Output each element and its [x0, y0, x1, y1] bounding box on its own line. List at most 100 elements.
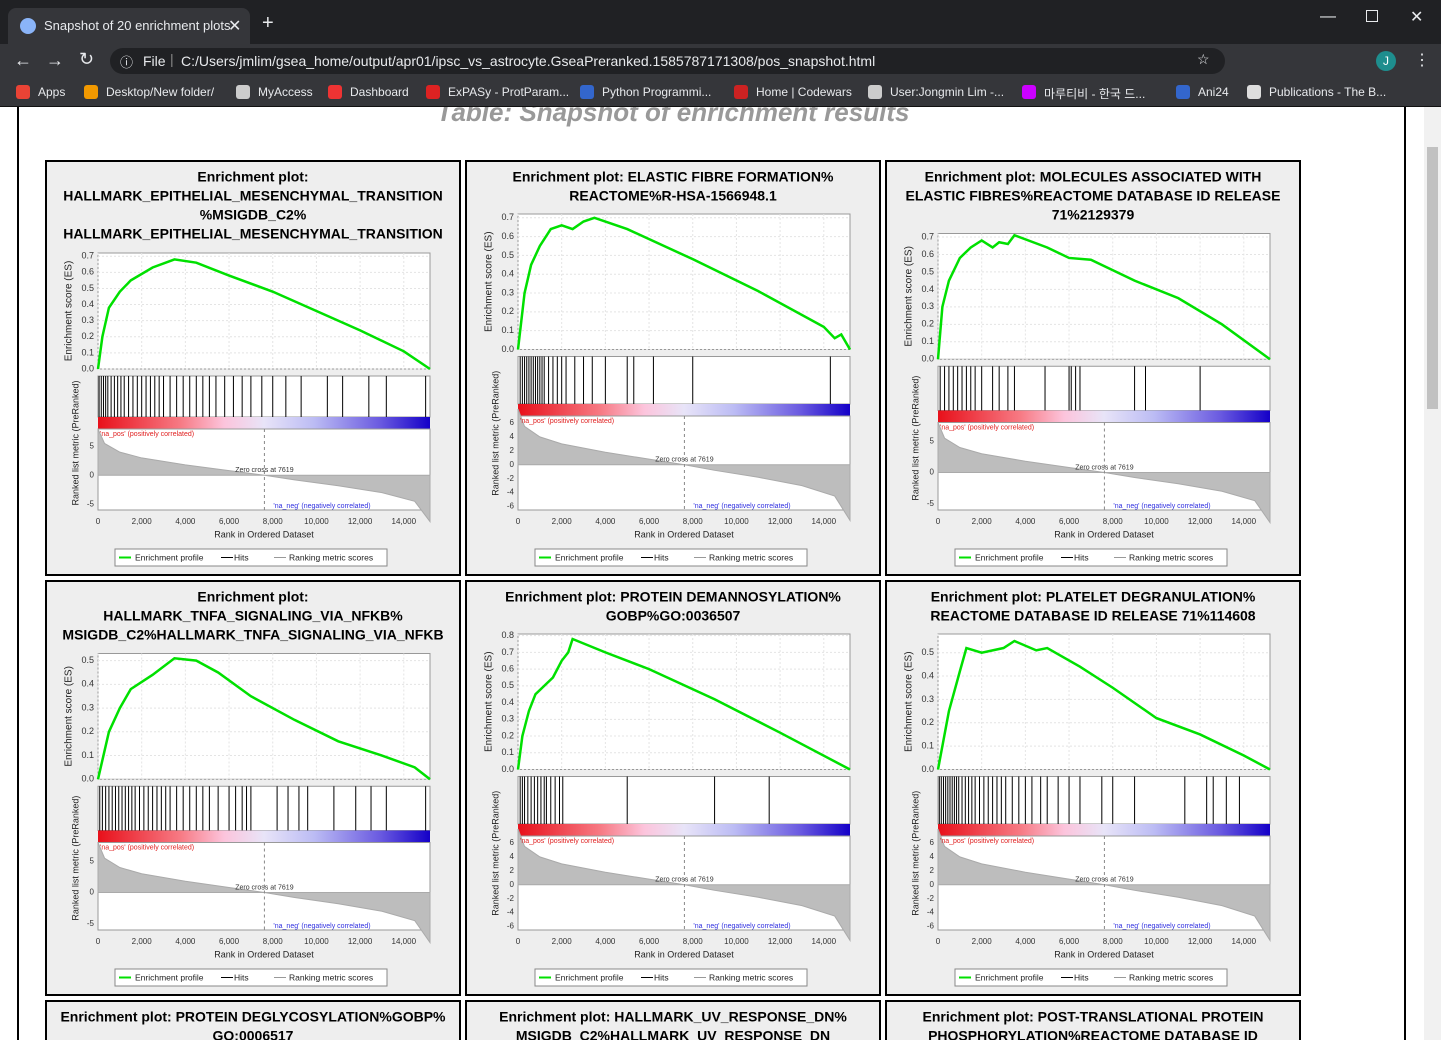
y-tick-label: 0.4 — [81, 679, 94, 689]
bookmark[interactable]: Desktop/New folder/ — [106, 85, 215, 99]
bookmark-icon — [236, 85, 250, 99]
close-window[interactable]: ✕ — [1410, 9, 1424, 26]
y-tick-label: 0.5 — [921, 647, 934, 657]
es-plot-area — [937, 633, 1271, 770]
bookmark-icon — [1022, 85, 1036, 99]
bookmarks-bar: Apps Desktop/New folder/MyAccess Dashboard… — [0, 78, 1441, 107]
plot-title: Enrichment plot: PROTEIN DEGLYCOSYLATION… — [60, 1009, 446, 1025]
legend-label: Enrichment profile — [555, 972, 624, 982]
y-tick-label: 0.2 — [501, 306, 514, 316]
plot-title: 71%2129379 — [1052, 207, 1135, 223]
x-tick-label: 0 — [516, 937, 521, 946]
y-tick-label: 0.5 — [921, 266, 934, 276]
metric-tick-label: -6 — [507, 502, 515, 511]
x-tick-label: 12,000 — [768, 517, 793, 526]
y-tick-label: 0.4 — [501, 697, 514, 707]
tab-close[interactable]: ✕ — [228, 18, 242, 35]
star[interactable]: ☆ — [1197, 51, 1210, 67]
plot-title: Enrichment plot: — [197, 589, 308, 605]
x-tick-label: 14,000 — [392, 937, 417, 946]
hits-area — [937, 776, 1271, 825]
x-tick-label: 8,000 — [263, 937, 284, 946]
separator: | — [170, 51, 174, 67]
neg-label: 'na_neg' (negatively correlated) — [693, 503, 790, 510]
legend-label: Hits — [234, 552, 249, 562]
y-tick-label: 0.1 — [501, 325, 514, 335]
legend-box — [114, 968, 388, 987]
reload[interactable]: ↻ — [79, 49, 95, 69]
maximize[interactable] — [1366, 10, 1378, 22]
bookmark[interactable]: ExPASy - ProtParam... — [448, 85, 570, 99]
hits-area — [97, 375, 431, 418]
rank-colorbar — [518, 824, 850, 836]
x-tick-label: 4,000 — [1015, 937, 1036, 946]
es-line — [936, 233, 1271, 361]
forward[interactable]: → — [46, 50, 64, 70]
y-tick-label: 0.0 — [921, 764, 934, 774]
scrollbar[interactable] — [1424, 107, 1441, 1040]
bookmark[interactable]: Home | Codewars — [756, 85, 852, 99]
menu[interactable]: ⋮ — [1414, 52, 1430, 69]
x-tick-label: 12,000 — [348, 517, 373, 526]
panel-frame — [465, 1000, 881, 1040]
x-tick-label: 4,000 — [595, 937, 616, 946]
tab[interactable]: Snapshot of 20 enrichment plots ✕ — [8, 8, 250, 44]
zero-cross-label: Zero cross at 7619 — [1075, 464, 1133, 471]
legend-label: Hits — [234, 972, 249, 982]
x-axis-label: Rank in Ordered Dataset — [1054, 949, 1154, 959]
y-tick-label: 0.7 — [921, 231, 934, 241]
minimize[interactable]: — — [1320, 8, 1336, 25]
pos-label: 'na_pos' (positively correlated) — [100, 431, 194, 438]
address-bar[interactable]: ⓘ File | C:/Users/jmlim/gsea_home/output… — [110, 48, 1225, 74]
plot-title: HALLMARK_EPITHELIAL_MESENCHYMAL_TRANSITI… — [63, 226, 443, 242]
legend-label: Ranking metric scores — [709, 972, 793, 982]
bookmark[interactable]: 마루티비 - 한국 드... — [1044, 87, 1146, 101]
new-tab[interactable]: + — [262, 12, 274, 34]
scroll-thumb[interactable] — [1427, 147, 1438, 409]
x-tick-label: 4,000 — [175, 517, 196, 526]
bookmark-icon — [1176, 85, 1190, 99]
heading: Table: Snapshot of enrichment results — [436, 107, 910, 127]
y-tick-label: 0.2 — [81, 331, 94, 341]
profile[interactable]: J — [1376, 51, 1396, 71]
info-icon: ⓘ — [120, 55, 134, 70]
panel-frame — [45, 1000, 461, 1040]
x-tick-label: 12,000 — [768, 937, 793, 946]
metric-tick-label: 6 — [510, 838, 515, 847]
x-tick-label: 10,000 — [304, 937, 329, 946]
legend-label: Hits — [1074, 552, 1089, 562]
plot-title: PHOSPHORYLATION%REACTOME DATABASE ID — [928, 1028, 1258, 1040]
y-axis-label: Enrichment score (ES) — [64, 666, 75, 767]
bookmark[interactable]: Dashboard — [350, 85, 409, 99]
metric-tick-label: -2 — [507, 474, 515, 483]
y-tick-label: 0.1 — [501, 747, 514, 757]
legend-box — [954, 968, 1228, 987]
bookmark[interactable]: MyAccess — [258, 85, 313, 99]
y-tick-label: 0.3 — [921, 301, 934, 311]
metric-axis-label: Ranked list metric (PreRanked) — [70, 796, 80, 921]
bookmark[interactable]: Publications - The B... — [1269, 85, 1387, 99]
plot-title: Enrichment plot: — [197, 169, 308, 185]
y-tick-label: 0.3 — [921, 694, 934, 704]
rank-colorbar — [938, 410, 1270, 423]
bookmark[interactable]: User:Jongmin Lim -... — [890, 85, 1005, 99]
bookmark[interactable]: Apps — [38, 85, 66, 99]
pos-label: 'na_pos' (positively correlated) — [520, 418, 614, 425]
legend-box — [534, 548, 808, 567]
scheme: File — [143, 53, 166, 69]
y-tick-label: 0.7 — [81, 251, 94, 261]
y-tick-label: 0.2 — [501, 730, 514, 740]
x-tick-label: 14,000 — [392, 517, 417, 526]
bookmark[interactable]: Ani24 — [1198, 85, 1229, 99]
y-tick-label: 0.5 — [81, 655, 94, 665]
bookmark-icon — [868, 85, 882, 99]
legend-label: Ranking metric scores — [1129, 972, 1213, 982]
bookmark[interactable]: Python Programmi... — [602, 85, 712, 99]
rank-colorbar — [98, 417, 430, 429]
x-tick-label: 14,000 — [812, 517, 837, 526]
x-axis-label: Rank in Ordered Dataset — [634, 949, 734, 959]
x-tick-label: 12,000 — [348, 937, 373, 946]
metric-tick-label: 2 — [510, 446, 515, 455]
plot-title: Enrichment plot: POST-TRANSLATIONAL PROT… — [923, 1009, 1264, 1025]
back[interactable]: ← — [14, 50, 32, 70]
